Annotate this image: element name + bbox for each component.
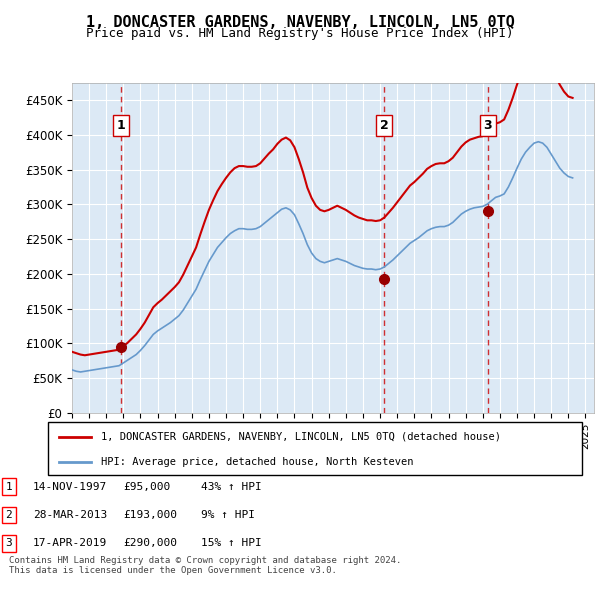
Text: Contains HM Land Registry data © Crown copyright and database right 2024.
This d: Contains HM Land Registry data © Crown c… [9, 556, 401, 575]
Text: 14-NOV-1997: 14-NOV-1997 [33, 482, 107, 491]
Text: 3: 3 [484, 119, 492, 132]
Text: 3: 3 [5, 539, 13, 548]
Text: 9% ↑ HPI: 9% ↑ HPI [201, 510, 255, 520]
Text: 1, DONCASTER GARDENS, NAVENBY, LINCOLN, LN5 0TQ (detached house): 1, DONCASTER GARDENS, NAVENBY, LINCOLN, … [101, 432, 502, 442]
Text: £193,000: £193,000 [123, 510, 177, 520]
Text: £95,000: £95,000 [123, 482, 170, 491]
FancyBboxPatch shape [48, 422, 582, 475]
Text: 43% ↑ HPI: 43% ↑ HPI [201, 482, 262, 491]
Text: 15% ↑ HPI: 15% ↑ HPI [201, 539, 262, 548]
Text: 2: 2 [5, 510, 13, 520]
Text: £290,000: £290,000 [123, 539, 177, 548]
Text: 1: 1 [117, 119, 125, 132]
Text: 1: 1 [5, 482, 13, 491]
Text: 1, DONCASTER GARDENS, NAVENBY, LINCOLN, LN5 0TQ: 1, DONCASTER GARDENS, NAVENBY, LINCOLN, … [86, 15, 514, 30]
Text: HPI: Average price, detached house, North Kesteven: HPI: Average price, detached house, Nort… [101, 457, 414, 467]
Text: 17-APR-2019: 17-APR-2019 [33, 539, 107, 548]
Text: Price paid vs. HM Land Registry's House Price Index (HPI): Price paid vs. HM Land Registry's House … [86, 27, 514, 40]
Text: 28-MAR-2013: 28-MAR-2013 [33, 510, 107, 520]
Text: 2: 2 [380, 119, 389, 132]
